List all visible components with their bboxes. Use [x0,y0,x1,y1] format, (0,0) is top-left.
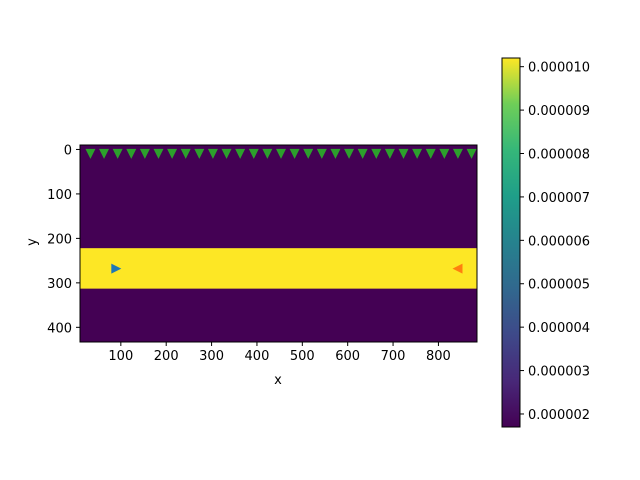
x-tick-label: 500 [290,349,315,364]
marker-triangle-down [180,148,191,159]
markers [85,148,477,274]
marker-triangle-down [344,148,355,159]
marker-triangle-down [262,148,273,159]
marker-triangle-down [167,148,178,159]
y-tick-label: 100 [47,188,72,203]
marker-triangle-down [248,148,259,159]
marker-triangle-down [289,148,300,159]
colorbar-tick-label: 0.000006 [528,234,590,249]
axes-frame [79,144,478,343]
heatmap-background [80,145,477,342]
x-tick-label: 100 [108,349,133,364]
marker-triangle-down [235,148,246,159]
marker-triangle-down [303,148,314,159]
marker-triangle-down [275,148,286,159]
colorbar-tick-label: 0.000004 [528,321,590,336]
marker-triangle-down [316,148,327,159]
x-tick-label: 800 [426,349,451,364]
colorbar-tick-label: 0.000007 [528,191,590,206]
x-tick-label: 600 [335,349,360,364]
x-tick-label: 200 [154,349,179,364]
marker-triangle-down [439,148,450,159]
marker-triangle-down [371,148,382,159]
marker-triangle-down [357,148,368,159]
colorbar-tick-label: 0.000005 [528,278,590,293]
marker-triangle-down [99,148,110,159]
marker-triangle-down [466,148,477,159]
marker-triangle-down [412,148,423,159]
x-tick-label: 700 [381,349,406,364]
x-axis-label: x [274,373,282,388]
marker-triangle-down [398,148,409,159]
y-axis-label: y [25,238,40,246]
marker-triangle-down [126,148,137,159]
marker-triangle-down [139,148,150,159]
marker-triangle-down [153,148,164,159]
y-tick-label: 0 [64,143,72,158]
marker-triangle-down [112,148,123,159]
y-tick-label: 200 [47,232,72,247]
marker-triangle-down [85,148,96,159]
marker-triangle-down [194,148,205,159]
x-tick-label: 400 [245,349,270,364]
colorbar-tick-label: 0.000003 [528,365,590,380]
colorbar-tick-label: 0.000010 [528,61,590,76]
colorbar: 0.000002 0.000003 0.000004 0.000005 0.000006… [501,57,590,428]
colorbar-tick-label: 0.000008 [528,148,590,163]
plot-area [80,145,477,342]
colorbar-gradient [501,57,521,428]
marker-triangle-down [330,148,341,159]
y-tick-label: 400 [47,321,72,336]
marker-triangle-down [207,148,218,159]
marker-triangle-down [425,148,436,159]
marker-triangle-down [452,148,463,159]
marker-triangle-down [221,148,232,159]
marker-triangle-down [384,148,395,159]
marker-triangle-right [111,263,122,274]
x-tick-label: 300 [199,349,224,364]
colorbar-tick-label: 0.000009 [528,104,590,119]
marker-triangle-left [452,263,463,274]
axes: 100 200 300 400 500 600 700 800 0 100 200 300 400 [47,143,478,364]
heatmap-band [80,248,477,289]
colorbar-tick-label: 0.000002 [528,408,590,423]
y-tick-label: 300 [47,277,72,292]
